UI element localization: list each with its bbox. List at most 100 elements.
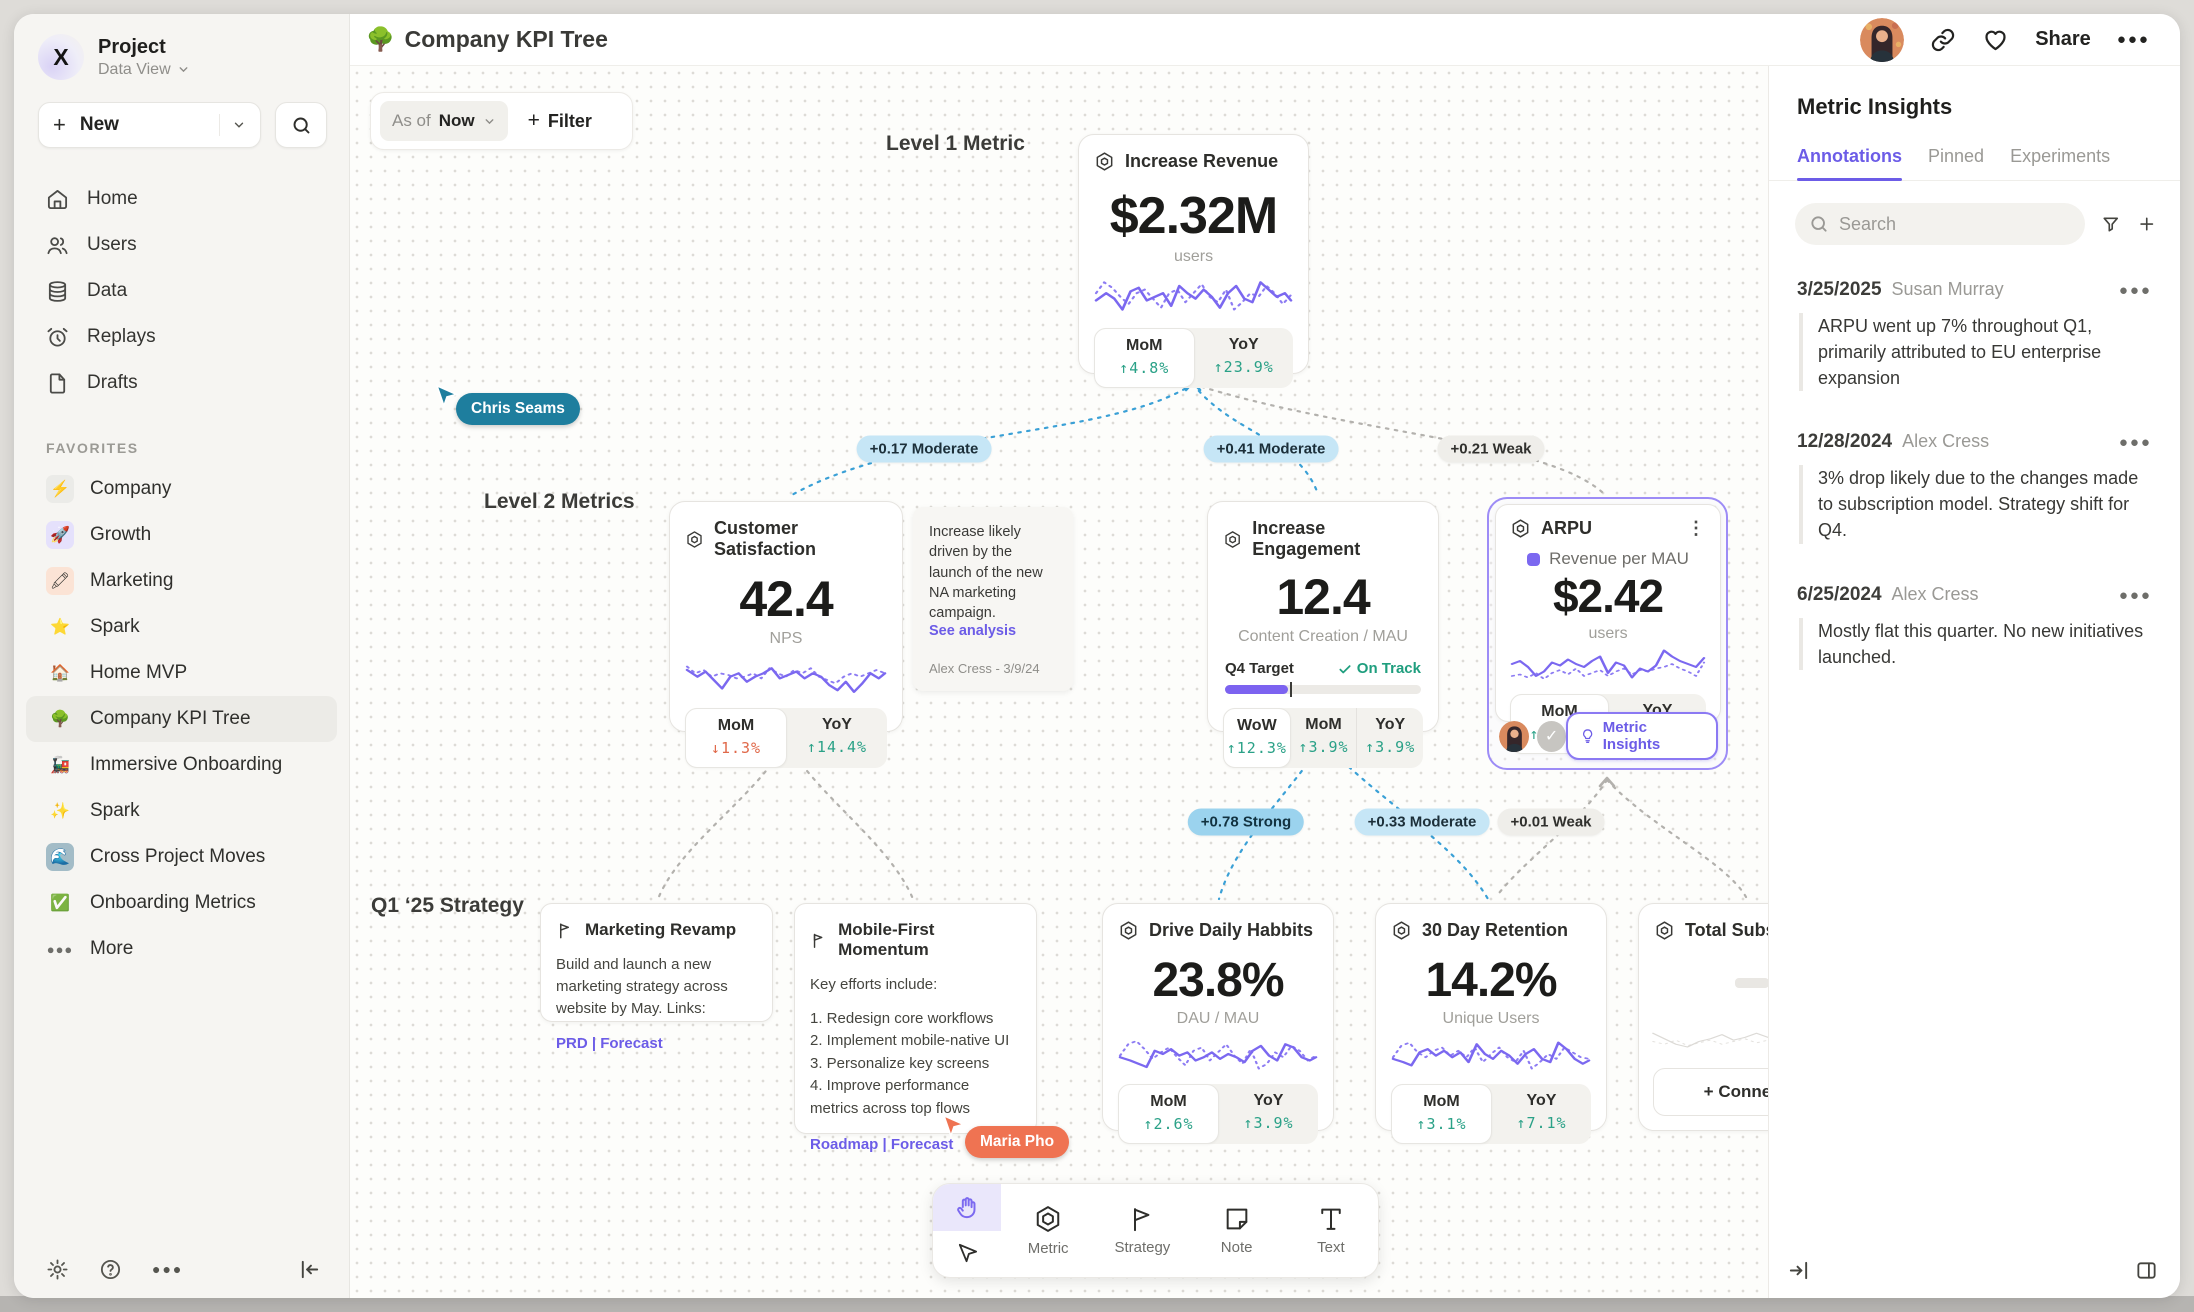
metric-card-increase-engagement[interactable]: Increase Engagement 12.4 Content Creatio… [1207,501,1439,768]
metric-unit: DAU / MAU [1176,1010,1260,1027]
metric-tool[interactable]: Metric [1001,1184,1095,1277]
metric-card-30-day-retention[interactable]: 30 Day Retention 14.2% Unique Users MoM … [1375,903,1607,1144]
edge-label: +0.17 Moderate [856,435,992,463]
filter-button[interactable]: + Filter [528,109,592,133]
metric-card-increase-revenue[interactable]: Increase Revenue $2.32M users MoM ↑4.8% … [1078,134,1309,388]
target-label: Q4 Target [1225,660,1294,677]
sidebar-item-company-kpi-tree[interactable]: 🌳 Company KPI Tree [26,696,337,742]
sidebar-item-company[interactable]: ⚡ Company [26,466,337,512]
see-analysis-link[interactable]: See analysis [929,623,1017,640]
strategy-card-mobile-first-momentum[interactable]: Mobile-First Momentum Key efforts includ… [794,903,1037,1153]
workspace-view-label: Data View [98,60,171,78]
tab-annotations[interactable]: Annotations [1797,146,1902,181]
annotation-item[interactable]: 6/25/2024 Alex Cress ●●● Mostly flat thi… [1797,584,2152,670]
sidebar-item-drafts[interactable]: Drafts [14,360,349,406]
tree-icon: 🌳 [366,26,395,52]
tab-experiments[interactable]: Experiments [2010,146,2111,166]
annotation-date: 3/25/2025 [1797,279,1882,300]
metric-card-customer-satisfaction[interactable]: Customer Satisfaction 42.4 NPS MoM ↓1.3%… [669,501,903,768]
panel-toggle-icon[interactable] [2135,1259,2158,1282]
kpi-tree-canvas[interactable]: As of Now + Filter Level 1 Metric Level … [350,66,1768,1298]
metric-value: 14.2% [1425,954,1557,1007]
lightbulb-icon [1583,729,1593,744]
sidebar-item-growth[interactable]: 🚀 Growth [26,512,337,558]
verified-check-icon: ✓ [1536,720,1567,752]
note-author: Alex Cress - 3/9/24 [929,661,1040,677]
filter-funnel-icon[interactable] [2101,213,2121,235]
more-menu-icon[interactable]: ●●● [2116,31,2150,48]
canvas-note[interactable]: Increase likely driven by the launch of … [913,507,1073,692]
metric-insights-button[interactable]: Metric Insights [1566,712,1718,760]
on-track-status: On Track [1338,660,1421,677]
target-progress-bar [1225,682,1421,697]
share-button[interactable]: Share [2035,28,2091,50]
favorite-label: Cross Project Moves [90,846,266,867]
sidebar-item-spark-2[interactable]: ✨ Spark [26,788,337,834]
chevron-down-icon[interactable] [232,118,246,132]
sidebar-item-replays[interactable]: Replays [14,314,349,360]
connect-data-button[interactable]: + Connect [1653,1068,1768,1116]
sparkline [1510,649,1706,680]
metric-target-icon [1393,921,1410,940]
sidebar-item-data[interactable]: Data [14,268,349,314]
tab-pinned[interactable]: Pinned [1928,146,1985,166]
text-tool[interactable]: Text [1284,1184,1378,1277]
tree-icon: 🌳 [50,711,70,728]
delta-yoy: YoY ↑3.9% [1243,1092,1294,1132]
sidebar-item-cross-project-moves[interactable]: 🌊 Cross Project Moves [26,834,337,880]
workspace-switcher[interactable]: X Project Data View [14,14,349,80]
sidebar-item-more[interactable]: ●●● More [26,926,337,972]
strategy-links[interactable]: Roadmap | Forecast [810,1136,954,1154]
new-button[interactable]: + New [38,102,261,148]
metric-card-drive-daily-habbits[interactable]: Drive Daily Habbits 23.8% DAU / MAU MoM … [1102,903,1334,1144]
annotation-menu-icon[interactable]: ●●● [2118,434,2152,452]
collapse-panel-icon[interactable] [1787,1259,1810,1282]
avatar[interactable] [1860,17,1905,62]
annotation-item[interactable]: 12/28/2024 Alex Cress ●●● 3% drop likely… [1797,431,2152,544]
sidebar-item-marketing[interactable]: 🖍 Marketing [26,558,337,604]
sidebar-item-users[interactable]: Users [14,222,349,268]
collapse-sidebar-icon[interactable] [298,1258,321,1281]
help-icon[interactable] [99,1258,122,1281]
chevron-down-icon [485,118,494,124]
note-icon [1226,1208,1247,1230]
hand-icon [956,1196,975,1218]
sidebar-item-label: Data [87,280,128,301]
sparkline-ghost [1652,1032,1768,1048]
ellipsis-icon[interactable]: ●●● [152,1261,184,1277]
select-tool[interactable] [933,1231,1001,1278]
as-of-selector[interactable]: As of Now [380,101,508,141]
strategy-links[interactable]: PRD | Forecast [556,1035,663,1053]
annotation-item[interactable]: 3/25/2025 Susan Murray ●●● ARPU went up … [1797,279,2152,392]
sidebar-item-home-mvp[interactable]: 🏠 Home MVP [26,650,337,696]
metric-card-arpu[interactable]: ARPU ⋮ Revenue per MAU $2.42 users MoM ↑… [1495,504,1721,754]
delta-mom: MoM ↑2.6% [1118,1084,1219,1144]
metric-card-total-subscriptions[interactable]: Total Subscript + Connect [1638,903,1768,1131]
search-input[interactable] [1795,203,2085,245]
annotation-menu-icon[interactable]: ●●● [2118,586,2152,604]
strategy-tool[interactable]: Strategy [1095,1184,1189,1277]
add-annotation-icon[interactable] [2137,213,2157,235]
delta-yoy: YoY ↑23.9% [1213,336,1274,376]
sidebar-item-onboarding-metrics[interactable]: ✅ Onboarding Metrics [26,880,337,926]
metric-target-icon [1120,921,1137,940]
annotation-menu-icon[interactable]: ●●● [2118,282,2152,299]
favorite-heart-icon[interactable] [1982,26,2009,53]
sidebar-item-spark[interactable]: ⭐ Spark [26,604,337,650]
copy-link-icon[interactable] [1930,27,1956,53]
favorite-label: Marketing [90,570,174,591]
favorite-label: Home MVP [90,662,188,683]
hand-tool[interactable] [933,1184,1001,1231]
page-title: 🌳 Company KPI Tree [366,26,608,53]
metric-target-icon [1096,152,1113,171]
gear-icon[interactable] [46,1258,69,1281]
sidebar-item-home[interactable]: Home [14,176,349,222]
sidebar-search-button[interactable] [275,102,327,148]
metric-unit: NPS [769,630,803,647]
sidebar-item-immersive-onboarding[interactable]: 🚂 Immersive Onboarding [26,742,337,788]
strategy-card-marketing-revamp[interactable]: Marketing Revamp Build and launch a new … [540,903,773,1052]
plus-icon: + [53,112,66,137]
workspace-view-selector[interactable]: Data View [98,61,190,79]
kebab-menu-icon[interactable]: ⋮ [1687,518,1706,538]
note-tool[interactable]: Note [1190,1184,1284,1277]
